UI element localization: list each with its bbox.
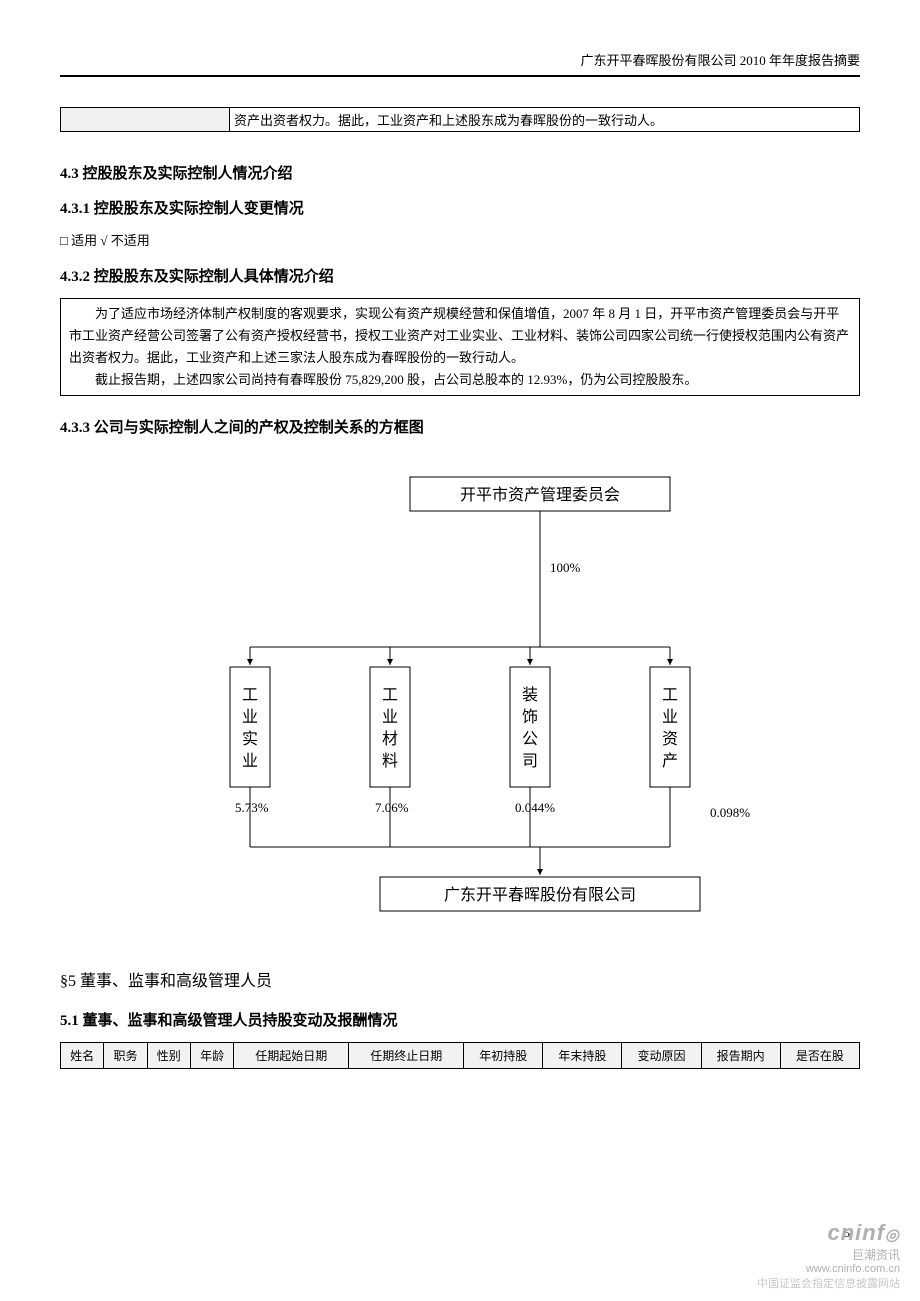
svg-text:资: 资 [662, 730, 678, 748]
svg-text:司: 司 [522, 753, 538, 770]
svg-text:业: 业 [242, 708, 258, 726]
applicability-line: □ 适用 √ 不适用 [60, 230, 860, 249]
top-table-right-cell: 资产出资者权力。据此，工业资产和上述股东成为春晖股份的一致行动人。 [230, 108, 860, 132]
table-5-1-col: 是否在股 [780, 1043, 859, 1069]
heading-4-3-3: 4.3.3 公司与实际控制人之间的产权及控制关系的方框图 [60, 416, 860, 437]
svg-text:料: 料 [382, 752, 398, 770]
svg-text:公: 公 [522, 731, 538, 748]
box-4-3-2-p2: 截止报告期，上述四家公司尚持有春晖股份 75,829,200 股，占公司总股本的… [69, 369, 851, 391]
svg-text:产: 产 [662, 752, 678, 770]
watermark-url: www.cninfo.com.cn [757, 1263, 900, 1275]
heading-5-1: 5.1 董事、监事和高级管理人员持股变动及报酬情况 [60, 1009, 860, 1030]
table-5-1-col: 变动原因 [622, 1043, 701, 1069]
table-5-1-col: 职务 [104, 1043, 147, 1069]
table-5-1-header-row: 姓名职务性别年龄任期起始日期任期终止日期年初持股年末持股变动原因报告期内是否在股 [61, 1043, 860, 1069]
svg-text:业: 业 [242, 752, 258, 770]
heading-4-3-1: 4.3.1 控股股东及实际控制人变更情况 [60, 197, 860, 218]
svg-text:实: 实 [242, 730, 258, 748]
svg-text:100%: 100% [550, 560, 581, 575]
table-5-1-col: 年龄 [190, 1043, 233, 1069]
page-header: 广东开平春晖股份有限公司 2010 年年度报告摘要 [60, 50, 860, 77]
heading-4-3: 4.3 控股股东及实际控制人情况介绍 [60, 162, 860, 183]
table-5-1: 姓名职务性别年龄任期起始日期任期终止日期年初持股年末持股变动原因报告期内是否在股 [60, 1042, 860, 1069]
heading-section-5: §5 董事、监事和高级管理人员 [60, 967, 860, 991]
svg-text:0.044%: 0.044% [515, 800, 555, 815]
svg-text:饰: 饰 [522, 708, 538, 726]
watermark: cninf◎ 巨潮资讯 www.cninfo.com.cn 中国证监会指定信息披… [757, 1220, 900, 1291]
org-chart-svg: 开平市资产管理委员会工业实业工业材料装饰公司工业资产广东开平春晖股份有限公司10… [110, 467, 810, 927]
svg-text:0.098%: 0.098% [710, 805, 750, 820]
table-5-1-col: 任期起始日期 [234, 1043, 349, 1069]
table-5-1-col: 报告期内 [701, 1043, 780, 1069]
watermark-tag: 中国证监会指定信息披露网站 [757, 1275, 900, 1291]
svg-text:工: 工 [662, 687, 678, 704]
svg-text:广东开平春晖股份有限公司: 广东开平春晖股份有限公司 [444, 886, 636, 904]
svg-text:工: 工 [242, 687, 258, 704]
top-fragment-table: 资产出资者权力。据此，工业资产和上述股东成为春晖股份的一致行动人。 [60, 107, 860, 132]
table-5-1-col: 年初持股 [464, 1043, 543, 1069]
org-chart: 开平市资产管理委员会工业实业工业材料装饰公司工业资产广东开平春晖股份有限公司10… [60, 467, 860, 927]
table-5-1-col: 任期终止日期 [349, 1043, 464, 1069]
table-5-1-col: 年末持股 [543, 1043, 622, 1069]
table-5-1-col: 姓名 [61, 1043, 104, 1069]
heading-4-3-2: 4.3.2 控股股东及实际控制人具体情况介绍 [60, 265, 860, 286]
svg-text:工: 工 [382, 687, 398, 704]
svg-text:开平市资产管理委员会: 开平市资产管理委员会 [460, 486, 620, 504]
watermark-cn: 巨潮资讯 [757, 1246, 900, 1263]
svg-text:5.73%: 5.73% [235, 800, 269, 815]
svg-text:业: 业 [662, 708, 678, 726]
svg-text:7.06%: 7.06% [375, 800, 409, 815]
svg-text:业: 业 [382, 708, 398, 726]
table-5-1-col: 性别 [147, 1043, 190, 1069]
watermark-brand: cninf◎ [757, 1220, 900, 1246]
svg-text:材: 材 [382, 730, 398, 748]
top-table-left-cell [61, 108, 230, 132]
box-4-3-2: 为了适应市场经济体制产权制度的客观要求，实现公有资产规模经营和保值增值，2007… [60, 298, 860, 396]
box-4-3-2-p1: 为了适应市场经济体制产权制度的客观要求，实现公有资产规模经营和保值增值，2007… [69, 303, 851, 369]
svg-text:装: 装 [522, 686, 538, 704]
